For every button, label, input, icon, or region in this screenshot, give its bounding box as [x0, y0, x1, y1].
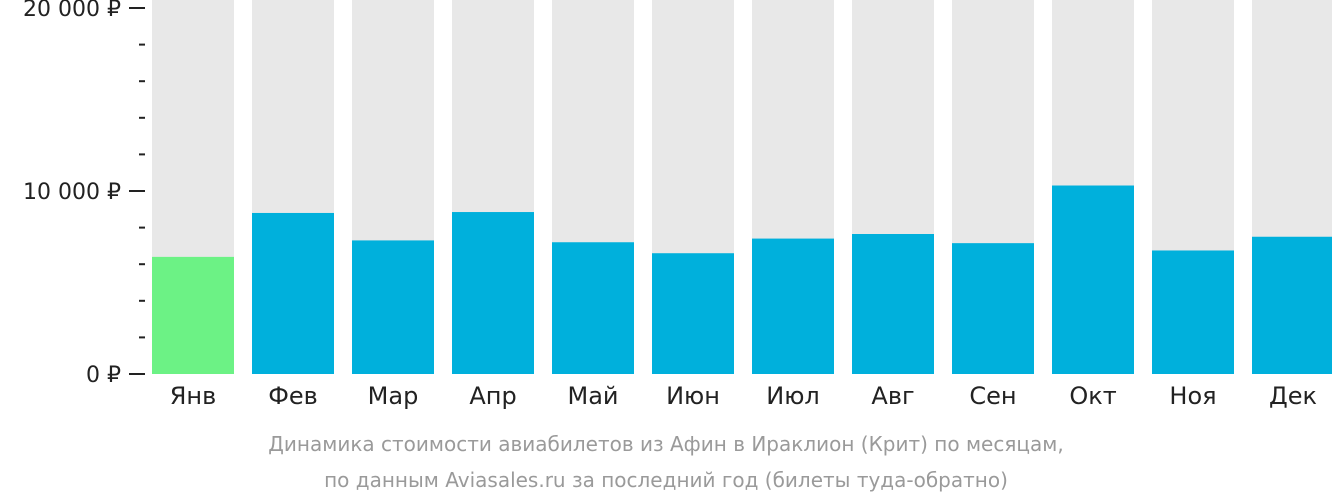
x-axis-labels: Янв Фев Мар Апр Май Июн Июл Авг Сен Окт Ноя Дек: [170, 382, 1317, 410]
caption-line-2: по данным Aviasales.ru за последний год …: [324, 468, 1008, 492]
x-tick-label: Сен: [969, 382, 1016, 410]
bar-3[interactable]: [352, 240, 434, 374]
x-tick-label: Ноя: [1169, 382, 1216, 410]
y-tick-label: 10 000 ₽: [23, 180, 121, 205]
x-tick-label: Июн: [666, 382, 720, 410]
bar-9[interactable]: [952, 243, 1034, 374]
x-tick-label: Фев: [268, 382, 318, 410]
x-tick-label: Окт: [1069, 382, 1116, 410]
x-tick-label: Янв: [170, 382, 217, 410]
x-tick-label: Июл: [766, 382, 820, 410]
caption-line-1: Динамика стоимости авиабилетов из Афин в…: [268, 432, 1064, 456]
x-tick-label: Май: [567, 382, 618, 410]
bar-5[interactable]: [552, 242, 634, 374]
bar-1[interactable]: [152, 256, 234, 374]
x-tick-label: Мар: [368, 382, 419, 410]
bar-2[interactable]: [252, 212, 334, 374]
x-tick-label: Апр: [469, 382, 516, 410]
y-axis: 0 ₽ 10 000 ₽ 20 000 ₽: [23, 0, 145, 388]
bar-6[interactable]: [652, 253, 734, 374]
bar-11[interactable]: [1152, 250, 1234, 374]
bar-7[interactable]: [752, 238, 834, 374]
bar-8[interactable]: [852, 234, 934, 374]
y-tick-label: 20 000 ₽: [23, 0, 121, 22]
x-tick-label: Дек: [1269, 382, 1317, 410]
y-tick-label: 0 ₽: [86, 363, 121, 388]
bars: [152, 0, 1332, 374]
bar-4[interactable]: [452, 212, 534, 374]
bar-12[interactable]: [1252, 236, 1332, 374]
bar-10[interactable]: [1052, 185, 1134, 374]
bar-chart-svg: 0 ₽ 10 000 ₽ 20 000 ₽ Янв Фев Мар Апр Май Июн Ию…: [23, 0, 1332, 410]
x-tick-label: Авг: [871, 382, 914, 410]
